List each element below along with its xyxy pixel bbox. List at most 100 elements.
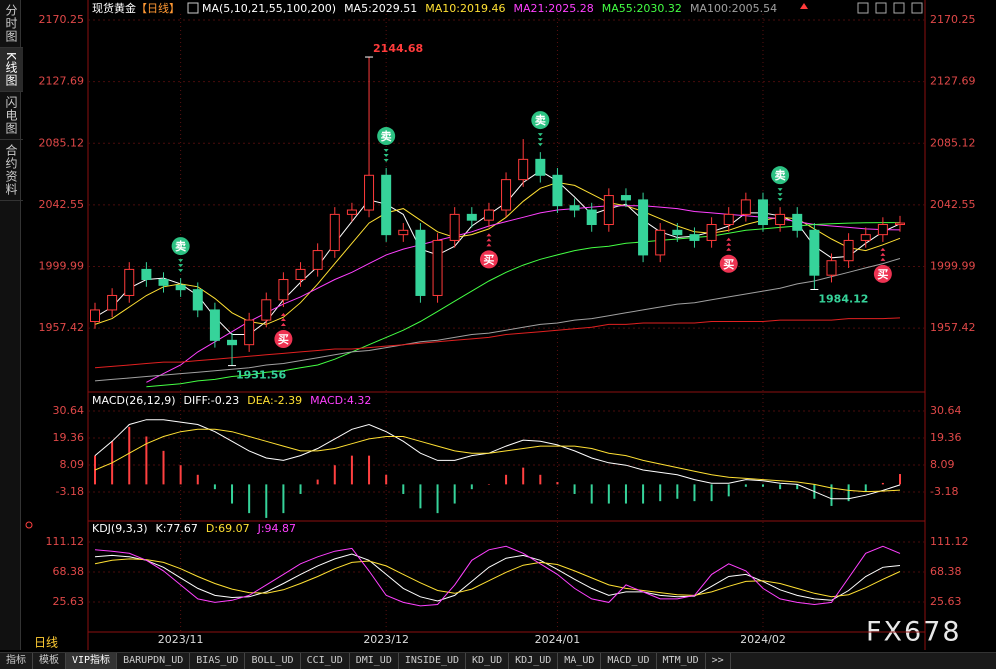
ma-line bbox=[94, 317, 901, 369]
macd-bar bbox=[693, 484, 696, 502]
chart: FX678 日线 2023/11 2023/12 2024/01 2024/02195… bbox=[0, 0, 996, 652]
signal: 卖 bbox=[377, 127, 396, 163]
indicator-tab[interactable]: BIAS_UD bbox=[190, 653, 246, 669]
candle-body bbox=[860, 234, 871, 241]
signal-label: 卖 bbox=[535, 113, 546, 127]
macd-bar bbox=[265, 484, 268, 518]
macd-bar bbox=[659, 484, 662, 502]
signal: 卖 bbox=[171, 237, 190, 273]
macd-bar bbox=[539, 474, 542, 485]
candle-body bbox=[192, 289, 203, 311]
x-tick-label: 2023/11 bbox=[158, 633, 204, 646]
panel-title: 现货黄金 bbox=[92, 1, 136, 15]
signal-arrow bbox=[178, 259, 184, 263]
indicator-tab[interactable]: MA_UD bbox=[558, 653, 602, 669]
y-tick-label: 1957.42 bbox=[930, 321, 976, 334]
background bbox=[0, 0, 996, 652]
indicator-tab[interactable]: 指标 bbox=[0, 653, 33, 669]
indicator-tab[interactable]: 模板 bbox=[33, 653, 66, 669]
macd-bar bbox=[196, 474, 199, 485]
candle-body bbox=[723, 213, 734, 226]
macd-bar bbox=[881, 482, 884, 485]
candle-body bbox=[877, 224, 888, 236]
macd-bar bbox=[368, 455, 371, 485]
legend-entry: MA5:2029.51 bbox=[344, 2, 417, 15]
indicator-tab[interactable]: BOLL_UD bbox=[245, 653, 301, 669]
macd-bar bbox=[505, 474, 508, 485]
sidebar-tab[interactable]: 分时图 bbox=[0, 0, 23, 48]
macd-bar bbox=[385, 474, 388, 485]
candle-body bbox=[706, 224, 717, 241]
signal-badge bbox=[377, 127, 396, 146]
macd-bar bbox=[316, 479, 319, 485]
ma-line bbox=[146, 222, 900, 388]
signal-badge bbox=[873, 264, 892, 283]
macd-bar bbox=[899, 474, 901, 485]
indicator-tab[interactable]: KD_UD bbox=[466, 653, 510, 669]
indicator-tab[interactable]: KDJ_UD bbox=[509, 653, 559, 669]
signal-arrow bbox=[777, 193, 783, 197]
tab-bar: 指标 模板 VIP指标 BARUPDN_UD BIAS_UD BOLL_UD CCI_UD D… bbox=[0, 652, 996, 669]
candle-body bbox=[843, 239, 854, 262]
indicator-tab[interactable]: INSIDE_UD bbox=[399, 653, 467, 669]
macd-bar bbox=[248, 484, 251, 514]
signal-label: 卖 bbox=[381, 129, 392, 143]
signal-label: 买 bbox=[483, 253, 494, 266]
window-icons bbox=[800, 2, 923, 14]
indicator-tab[interactable]: BARUPDN_UD bbox=[117, 653, 191, 669]
signal-arrow bbox=[537, 133, 543, 137]
signal: 卖 bbox=[771, 166, 790, 202]
signal-arrow bbox=[280, 323, 286, 327]
candle-body bbox=[792, 213, 803, 231]
candle-body bbox=[603, 195, 614, 226]
indicator-tab[interactable]: CCI_UD bbox=[301, 653, 350, 669]
period-label: 日线 bbox=[34, 636, 58, 650]
candle-body bbox=[518, 158, 529, 181]
candle-body bbox=[141, 268, 152, 281]
legend-entry: MA55:2030.32 bbox=[602, 2, 682, 15]
macd-bar bbox=[607, 484, 610, 504]
low-label: 1931.56 bbox=[236, 369, 286, 382]
signal-arrow bbox=[726, 242, 732, 246]
candle-body bbox=[809, 229, 820, 276]
indicator-tab[interactable]: >> bbox=[706, 653, 731, 669]
legend-entry: DIFF:-0.23 bbox=[184, 394, 240, 407]
indicator-tab[interactable]: MTM_UD bbox=[657, 653, 706, 669]
y-tick-label: 2127.69 bbox=[930, 75, 976, 88]
legend-entry: MA21:2025.28 bbox=[514, 2, 594, 15]
macd-bar bbox=[487, 484, 490, 485]
indicator-icon bbox=[187, 2, 199, 14]
sidebar-tab[interactable]: 闪电图 bbox=[0, 92, 23, 140]
signal-arrow bbox=[383, 149, 389, 153]
signal-arrow bbox=[486, 243, 492, 247]
y-tick-label: 19.36 bbox=[53, 431, 85, 444]
signal-arrow bbox=[280, 313, 286, 317]
candle-body bbox=[620, 195, 631, 201]
candle-body bbox=[278, 279, 289, 301]
indicator-tab[interactable]: VIP指标 bbox=[66, 653, 118, 669]
signal-label: 买 bbox=[278, 333, 289, 346]
indicator-tab[interactable]: DMI_UD bbox=[350, 653, 399, 669]
signal: 买 bbox=[873, 247, 892, 283]
signal-arrow bbox=[486, 233, 492, 237]
indicator-label: MA(5,10,21,55,100,200) bbox=[202, 2, 336, 15]
y-tick-label: 2042.55 bbox=[39, 198, 85, 211]
macd-bar bbox=[94, 455, 96, 485]
macd-line bbox=[94, 428, 901, 493]
high-label: 2144.68 bbox=[373, 42, 423, 55]
indicator-tab[interactable]: MACD_UD bbox=[601, 653, 657, 669]
ma-line bbox=[94, 258, 901, 382]
candle-body bbox=[501, 179, 512, 211]
y-tick-label: 111.12 bbox=[46, 535, 85, 548]
signal-arrow bbox=[178, 269, 184, 273]
signal-arrow bbox=[777, 198, 783, 202]
candle-body bbox=[569, 205, 580, 211]
sidebar-tab[interactable]: K线图 bbox=[0, 48, 23, 92]
macd-bar bbox=[213, 484, 216, 490]
sidebar-tab[interactable]: 合约资料 bbox=[0, 140, 23, 201]
legend-entry: K:77.67 bbox=[156, 522, 198, 535]
signal-badge bbox=[479, 250, 498, 269]
y-tick-label: 30.64 bbox=[930, 404, 962, 417]
candle-body bbox=[158, 279, 169, 286]
signal-arrow bbox=[726, 237, 732, 241]
